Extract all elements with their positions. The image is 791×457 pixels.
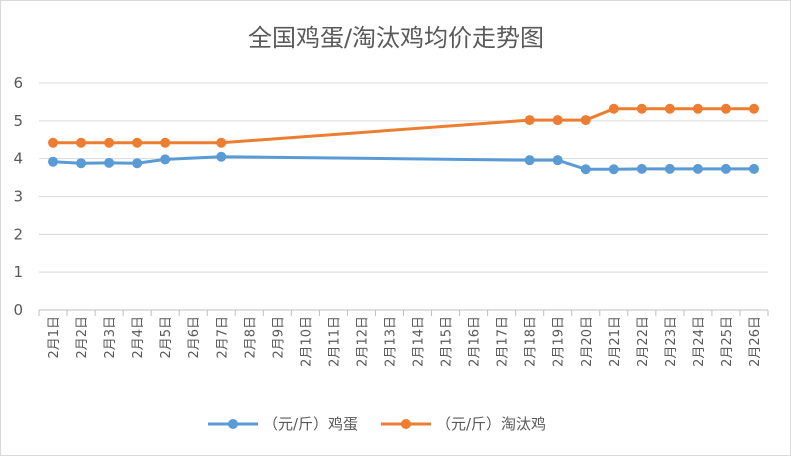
data-point bbox=[580, 115, 591, 126]
x-tick-label: 2月21日 bbox=[608, 316, 623, 367]
x-tick-label: 2月8日 bbox=[243, 316, 258, 359]
data-point bbox=[216, 137, 227, 148]
data-point bbox=[552, 115, 563, 126]
data-point bbox=[636, 103, 647, 114]
x-tick-label: 2月14日 bbox=[412, 316, 427, 367]
x-tick-label: 2月20日 bbox=[580, 316, 595, 367]
data-point bbox=[608, 164, 619, 175]
y-tick-label: 0 bbox=[13, 301, 23, 319]
x-tick-label: 2月1日 bbox=[47, 316, 62, 359]
x-tick-label: 2月23日 bbox=[664, 316, 679, 367]
data-point bbox=[664, 103, 675, 114]
x-tick-label: 2月4日 bbox=[131, 316, 146, 359]
x-tick-label: 2月5日 bbox=[159, 316, 174, 359]
x-axis-ticks: 2月1日 2月2日 2月3日 2月4日 2月5日 2月6日 2月7日 2月8日 2月9日 2月10… bbox=[38, 310, 769, 367]
x-tick-label: 2月13日 bbox=[383, 316, 398, 367]
x-tick-label: 2月3日 bbox=[103, 316, 118, 359]
data-point bbox=[580, 164, 591, 175]
data-point bbox=[748, 163, 759, 174]
data-point bbox=[720, 163, 731, 174]
x-tick-label: 2月19日 bbox=[552, 316, 567, 367]
x-tick-label: 2月17日 bbox=[496, 316, 511, 367]
legend-label: （元/斤）鸡蛋 bbox=[263, 415, 358, 433]
data-point bbox=[524, 115, 535, 126]
x-tick-label: 2月24日 bbox=[692, 316, 707, 367]
y-axis-ticks: 0 1 2 3 4 5 6 bbox=[13, 74, 23, 319]
x-tick-label: 2月9日 bbox=[271, 316, 286, 359]
x-tick-label: 2月6日 bbox=[187, 316, 202, 359]
x-tick-label: 2月22日 bbox=[636, 316, 651, 367]
x-tick-label: 2月16日 bbox=[468, 316, 483, 367]
legend-swatch-marker bbox=[401, 419, 411, 429]
data-point bbox=[160, 137, 171, 148]
legend-swatch-marker bbox=[228, 419, 238, 429]
x-tick-label: 2月18日 bbox=[524, 316, 539, 367]
data-point bbox=[524, 155, 535, 166]
data-point bbox=[104, 157, 115, 168]
data-point bbox=[692, 163, 703, 174]
x-tick-label: 2月2日 bbox=[75, 316, 90, 359]
data-point bbox=[48, 137, 59, 148]
data-point bbox=[132, 158, 143, 169]
data-point bbox=[552, 155, 563, 166]
x-tick-label: 2月10日 bbox=[299, 316, 314, 367]
data-point bbox=[132, 137, 143, 148]
series-group bbox=[48, 103, 759, 175]
data-point bbox=[636, 163, 647, 174]
y-tick-label: 6 bbox=[13, 74, 23, 92]
data-point bbox=[76, 137, 87, 148]
x-tick-label: 2月12日 bbox=[355, 316, 370, 367]
data-point bbox=[160, 154, 171, 165]
legend: （元/斤）鸡蛋 （元/斤）淘汰鸡 bbox=[208, 415, 546, 433]
data-point bbox=[104, 137, 115, 148]
data-point bbox=[76, 158, 87, 169]
data-point bbox=[48, 156, 59, 167]
grid-lines bbox=[39, 82, 768, 311]
x-tick-label: 2月25日 bbox=[720, 316, 735, 367]
data-point bbox=[664, 163, 675, 174]
data-point bbox=[692, 103, 703, 114]
data-point bbox=[608, 103, 619, 114]
y-tick-label: 2 bbox=[13, 225, 23, 243]
legend-label: （元/斤）淘汰鸡 bbox=[436, 415, 546, 433]
x-tick-label: 2月7日 bbox=[215, 316, 230, 359]
data-point bbox=[720, 103, 731, 114]
x-tick-label: 2月15日 bbox=[440, 316, 455, 367]
y-tick-label: 5 bbox=[13, 112, 23, 130]
x-tick-label: 2月11日 bbox=[327, 316, 342, 367]
y-tick-label: 4 bbox=[13, 150, 23, 168]
data-point bbox=[216, 151, 227, 162]
y-tick-label: 3 bbox=[13, 188, 23, 206]
chart-title: 全国鸡蛋/淘汰鸡均价走势图 bbox=[248, 24, 544, 52]
data-point bbox=[748, 103, 759, 114]
series-line-2 bbox=[51, 107, 756, 145]
x-tick-label: 2月26日 bbox=[748, 316, 763, 367]
y-tick-label: 1 bbox=[13, 263, 23, 281]
